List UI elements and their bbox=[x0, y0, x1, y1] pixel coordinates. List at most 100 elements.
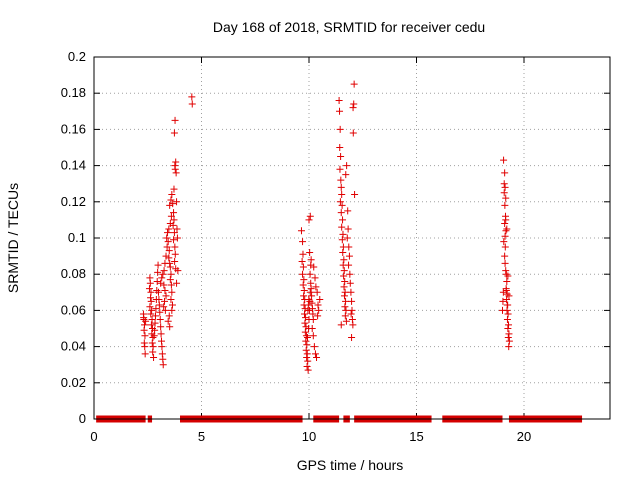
data-point bbox=[300, 276, 308, 284]
data-point bbox=[505, 343, 513, 351]
data-point bbox=[338, 191, 346, 199]
y-tick-label: 0.1 bbox=[68, 230, 86, 245]
data-point bbox=[305, 216, 313, 224]
data-point bbox=[166, 259, 174, 267]
data-point bbox=[170, 129, 178, 137]
data-point bbox=[505, 321, 513, 329]
data-point bbox=[342, 317, 350, 325]
x-tick-label: 10 bbox=[302, 429, 316, 444]
data-point bbox=[299, 263, 307, 271]
data-point bbox=[342, 306, 350, 314]
data-point bbox=[349, 129, 357, 137]
data-point bbox=[501, 243, 509, 251]
x-tick-label: 5 bbox=[198, 429, 205, 444]
data-point bbox=[501, 232, 509, 240]
data-point bbox=[147, 294, 155, 302]
data-point bbox=[503, 290, 511, 298]
data-point bbox=[173, 279, 181, 287]
x-tick-label: 20 bbox=[517, 429, 531, 444]
data-point bbox=[348, 306, 356, 314]
data-point bbox=[337, 153, 345, 161]
data-point bbox=[314, 301, 322, 309]
x-tick-label: 15 bbox=[409, 429, 423, 444]
data-point bbox=[302, 346, 310, 354]
data-point bbox=[339, 248, 347, 256]
data-point bbox=[151, 326, 159, 334]
data-point bbox=[157, 330, 165, 338]
data-point bbox=[188, 93, 196, 101]
data-point bbox=[306, 288, 314, 296]
data-point bbox=[502, 194, 510, 202]
data-point bbox=[299, 250, 307, 258]
data-point bbox=[346, 270, 354, 278]
data-point bbox=[300, 286, 308, 294]
data-point bbox=[316, 296, 324, 304]
data-point bbox=[171, 165, 179, 173]
data-point bbox=[168, 191, 176, 199]
data-point bbox=[504, 310, 512, 318]
data-point bbox=[145, 285, 153, 293]
data-point bbox=[297, 227, 305, 235]
data-point bbox=[504, 272, 512, 280]
data-point bbox=[503, 301, 511, 309]
data-point bbox=[309, 315, 317, 323]
data-point bbox=[149, 334, 157, 342]
data-point bbox=[161, 297, 169, 305]
data-point bbox=[310, 263, 318, 271]
data-point bbox=[149, 348, 157, 356]
data-point bbox=[341, 303, 349, 311]
data-point bbox=[165, 225, 173, 233]
data-point bbox=[338, 223, 346, 231]
data-point bbox=[163, 234, 171, 242]
data-point bbox=[167, 270, 175, 278]
data-point bbox=[158, 274, 166, 282]
data-point bbox=[153, 277, 161, 285]
data-point bbox=[170, 229, 178, 237]
data-point bbox=[170, 216, 178, 224]
data-point bbox=[337, 209, 345, 217]
data-point bbox=[168, 306, 176, 314]
data-point bbox=[341, 312, 349, 320]
y-tick-label: 0.16 bbox=[61, 121, 86, 136]
data-point bbox=[340, 267, 348, 275]
data-point bbox=[349, 104, 357, 112]
data-point bbox=[152, 305, 160, 313]
data-point bbox=[314, 312, 322, 320]
data-point bbox=[340, 283, 348, 291]
data-point bbox=[169, 200, 177, 208]
data-point bbox=[343, 234, 351, 242]
plot-frame bbox=[93, 56, 611, 420]
data-point bbox=[159, 270, 167, 278]
axis-ticks: 0 0.02 0.04 0.06 0.08 0.1 0.12 0.14 0.16 0.18 0.2 0… bbox=[61, 49, 610, 444]
data-point bbox=[150, 353, 158, 361]
data-point bbox=[303, 334, 311, 342]
data-point bbox=[339, 216, 347, 224]
data-point bbox=[148, 315, 156, 323]
data-point bbox=[315, 306, 323, 314]
data-point bbox=[307, 256, 315, 264]
data-point bbox=[341, 277, 349, 285]
data-point bbox=[501, 201, 509, 209]
data-point bbox=[345, 261, 353, 269]
data-point bbox=[337, 321, 345, 329]
data-point bbox=[168, 301, 176, 309]
data-point bbox=[501, 220, 509, 228]
data-point bbox=[298, 258, 306, 266]
data-point bbox=[350, 100, 358, 108]
y-tick-label: 0.08 bbox=[61, 266, 86, 281]
data-point bbox=[307, 285, 315, 293]
data-point bbox=[140, 314, 148, 322]
data-point bbox=[300, 310, 308, 318]
data-point bbox=[160, 303, 168, 311]
y-axis-label: SRMTID / TECUs bbox=[5, 183, 21, 293]
data-point bbox=[502, 286, 510, 294]
data-point bbox=[504, 334, 512, 342]
data-point bbox=[342, 297, 350, 305]
data-point bbox=[165, 247, 173, 255]
data-point bbox=[345, 243, 353, 251]
data-point bbox=[501, 169, 509, 177]
data-point bbox=[336, 107, 344, 115]
data-point bbox=[340, 256, 348, 264]
data-point bbox=[308, 292, 316, 300]
